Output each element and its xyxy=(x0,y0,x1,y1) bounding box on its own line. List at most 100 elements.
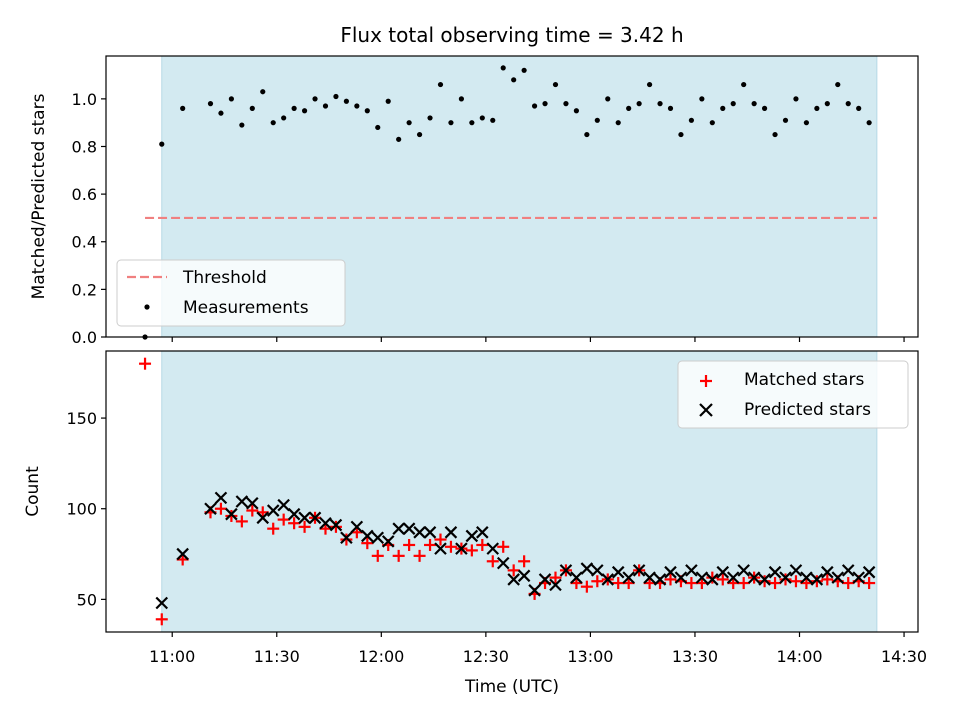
predicted-star-point xyxy=(507,573,520,586)
top-y-tick-label: 1.0 xyxy=(72,90,97,109)
measurement-point xyxy=(521,67,527,73)
matched-star-point xyxy=(340,533,353,546)
measurement-point xyxy=(427,115,433,121)
measurement-point xyxy=(218,110,224,116)
measurement-point xyxy=(406,120,412,126)
predicted-star-point xyxy=(496,556,510,570)
measurement-point xyxy=(636,101,642,107)
measurement-point xyxy=(824,101,830,107)
matched-star-point xyxy=(842,577,855,590)
legend-measurements-label: Measurements xyxy=(183,298,309,318)
predicted-star-point xyxy=(214,491,228,505)
matched-star-point xyxy=(779,573,792,586)
matched-star-point xyxy=(288,517,301,530)
predicted-star-point xyxy=(277,498,290,512)
matched-star-point xyxy=(361,537,374,550)
predicted-star-point xyxy=(831,571,845,584)
bottom-y-axis-label: Count xyxy=(23,466,43,517)
matched-star-point xyxy=(371,549,384,562)
measurement-point xyxy=(270,120,276,126)
matched-star-point xyxy=(413,549,426,562)
top-y-axis-ticks: 0.0 0.2 0.4 0.6 0.8 1.0 xyxy=(72,90,106,347)
measurement-point xyxy=(239,122,245,128)
predicted-star-point xyxy=(821,565,834,579)
measurements-series xyxy=(142,65,872,340)
measurement-point xyxy=(845,101,851,107)
legend-threshold-label: Threshold xyxy=(182,268,267,288)
legend-predicted-label: Predicted stars xyxy=(744,400,871,420)
measurement-point xyxy=(584,131,590,138)
matched-star-point xyxy=(476,538,489,551)
measurement-point xyxy=(803,120,810,126)
measurement-point xyxy=(531,103,538,109)
matched-star-point xyxy=(706,571,719,584)
predicted-star-point xyxy=(517,569,531,583)
measurement-point xyxy=(416,131,423,138)
measurement-point xyxy=(657,101,663,107)
top-y-tick-label: 0.6 xyxy=(72,185,97,204)
matched-star-point xyxy=(235,515,248,528)
predicted-star-point xyxy=(444,526,458,539)
matched-star-point xyxy=(225,509,238,522)
bottom-y-axis-ticks: 50 100 150 xyxy=(66,409,106,609)
bottom-x-tick-label: 12:30 xyxy=(463,647,509,666)
predicted-star-point xyxy=(841,564,855,577)
predicted-star-point xyxy=(611,565,625,579)
predicted-star-point xyxy=(653,573,667,586)
predicted-star-point xyxy=(246,497,259,510)
measurement-point xyxy=(260,89,266,95)
measurement-point xyxy=(207,101,214,107)
matched-star-point xyxy=(737,577,750,590)
predicted-star-point xyxy=(726,571,740,584)
predicted-star-point xyxy=(570,571,583,584)
matched-star-point xyxy=(863,577,876,590)
predicted-star-point xyxy=(434,542,447,555)
matched-star-point xyxy=(424,538,437,551)
predicted-star-point xyxy=(361,529,374,543)
matched-star-point xyxy=(769,577,782,590)
matched-star-point xyxy=(444,540,457,553)
measurement-point xyxy=(375,124,381,131)
matched-star-point xyxy=(821,573,834,586)
predicted-star-point xyxy=(800,571,813,584)
predicted-star-point xyxy=(413,526,426,539)
matched-star-point xyxy=(155,613,168,626)
bottom-legend-box xyxy=(677,360,909,429)
matched-star-point xyxy=(758,575,771,588)
bottom-x-tick-label: 14:30 xyxy=(881,647,927,666)
bottom-x-tick-label: 12:00 xyxy=(358,647,404,666)
measurement-point xyxy=(322,103,329,109)
predicted-star-point xyxy=(716,565,730,579)
matched-star-point xyxy=(298,520,311,533)
predicted-stars-series xyxy=(155,491,876,610)
measurement-point xyxy=(159,141,165,147)
measurement-point xyxy=(782,117,789,123)
bottom-legend: Matched stars Predicted stars xyxy=(677,360,909,429)
measurement-point xyxy=(866,120,872,126)
measurement-point xyxy=(688,117,695,123)
measurement-point xyxy=(228,96,234,102)
measurement-point xyxy=(343,98,349,104)
bottom-y-tick-label: 100 xyxy=(66,500,97,519)
top-panel: 0.0 0.2 0.4 0.6 0.8 1.0 Flux total observing … xyxy=(29,23,919,347)
measurement-point xyxy=(793,96,799,102)
predicted-star-point xyxy=(392,522,405,535)
measurement-point xyxy=(573,108,580,114)
matched-star-point xyxy=(664,573,677,586)
matched-star-point xyxy=(329,520,342,533)
predicted-star-point xyxy=(340,531,353,545)
measurement-point xyxy=(678,131,684,138)
measurement-point xyxy=(511,77,517,83)
predicted-star-point xyxy=(287,507,301,521)
measurement-point xyxy=(249,105,255,111)
legend-matched-label: Matched stars xyxy=(744,370,864,390)
measurement-point xyxy=(552,81,559,88)
legend-measurements-swatch xyxy=(144,304,150,310)
predicted-star-point xyxy=(371,531,385,545)
predicted-star-point xyxy=(549,578,562,592)
matched-star-point xyxy=(392,549,405,562)
predicted-star-point xyxy=(319,516,332,530)
measurement-point xyxy=(354,103,360,109)
matched-star-point xyxy=(139,357,152,370)
